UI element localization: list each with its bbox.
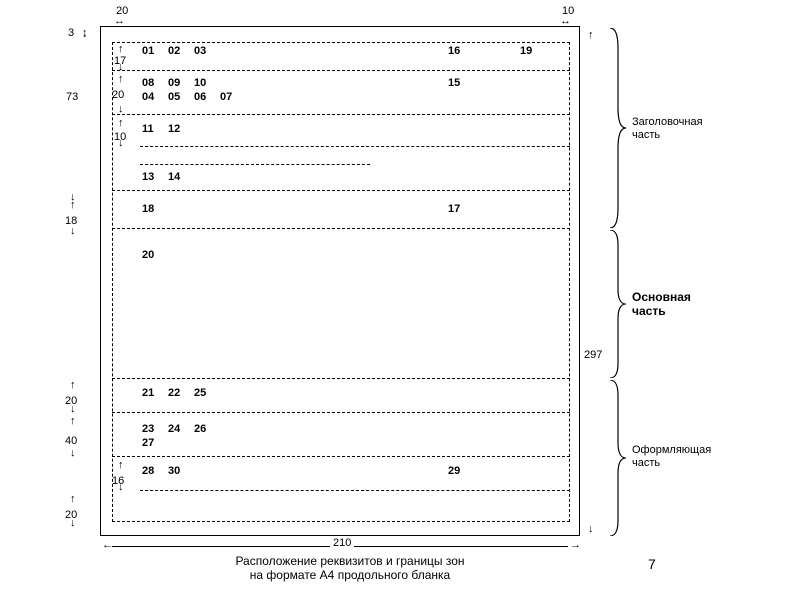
page-number: 7 [648, 556, 656, 572]
dim-297: 297 [584, 350, 602, 361]
dim-arrow: ↓ [118, 138, 124, 149]
height-arrow-bot: ↓ [588, 524, 594, 535]
req-09: 09 [168, 78, 180, 89]
dim-arrow: ↑ [118, 118, 124, 129]
dash-line [140, 490, 570, 491]
dim-210: 210 [330, 538, 354, 549]
req-16: 16 [448, 46, 460, 57]
req-08: 08 [142, 78, 154, 89]
req-14: 14 [168, 172, 180, 183]
req-22: 22 [168, 388, 180, 399]
req-12: 12 [168, 124, 180, 135]
req-05: 05 [168, 92, 180, 103]
req-25: 25 [194, 388, 206, 399]
brace-main [606, 230, 626, 378]
req-06: 06 [194, 92, 206, 103]
label-main-text: Основная часть [632, 290, 691, 318]
dash-line [112, 228, 570, 229]
dim-arrow: ↑ [70, 200, 76, 211]
dash-line [112, 412, 570, 413]
dim-arrow: ↑ [70, 416, 76, 427]
label-header: Заголовочная часть [632, 116, 742, 142]
dim-arrow: ↓ [70, 518, 76, 529]
dim-arrow: ↓ [70, 448, 76, 459]
dim-arrow: ↔ [560, 16, 571, 27]
req-11: 11 [142, 124, 154, 135]
req-19: 19 [520, 46, 532, 57]
dash-line [112, 114, 570, 115]
req-24: 24 [168, 424, 180, 435]
req-30: 30 [168, 466, 180, 477]
req-17: 17 [448, 204, 460, 215]
req-07: 07 [220, 92, 232, 103]
dash-line [112, 456, 570, 457]
dash-line [112, 190, 570, 191]
height-arrow-top: ↑ [588, 30, 594, 41]
dim-20-a: 20 [112, 90, 124, 101]
req-15: 15 [448, 78, 460, 89]
dim-arrow: ↔ [114, 16, 125, 27]
req-28: 28 [142, 466, 154, 477]
dim-arrow: ↓ [70, 226, 76, 237]
req-23: 23 [142, 424, 154, 435]
brace-footer [606, 380, 626, 536]
label-footer: Оформляющая часть [632, 444, 742, 470]
dim-arrow: ↑ [118, 74, 124, 85]
dim-3: 3 [68, 28, 74, 39]
dim-arrow: ↑ [118, 460, 124, 471]
caption-line2: на формате А4 продольного бланка [150, 568, 550, 582]
dim-arrow: ↓ [118, 482, 124, 493]
req-21: 21 [142, 388, 154, 399]
req-10: 10 [194, 78, 206, 89]
dim-arrow: ↑ [118, 44, 124, 55]
label-header-text: Заголовочная часть [632, 116, 703, 141]
dash-line [140, 146, 570, 147]
dash-line [140, 164, 370, 165]
dim-arrow: ↨ [82, 28, 88, 39]
brace-header [606, 28, 626, 228]
dash-line [112, 70, 570, 71]
dim-arrow: ↓ [118, 62, 124, 73]
req-27: 27 [142, 438, 154, 449]
dim-73: 73 [66, 92, 78, 103]
dash-line [112, 378, 570, 379]
dim-arrow: ↑ [70, 380, 76, 391]
req-01: 01 [142, 46, 154, 57]
req-26: 26 [194, 424, 206, 435]
req-02: 02 [168, 46, 180, 57]
label-footer-text: Оформляющая часть [632, 444, 711, 469]
req-18: 18 [142, 204, 154, 215]
req-29: 29 [448, 466, 460, 477]
label-main: Основная часть [632, 290, 742, 319]
width-arrow-r: → [570, 540, 581, 551]
caption-line1: Расположение реквизитов и границы зон [150, 554, 550, 568]
req-13: 13 [142, 172, 154, 183]
dim-arrow: ↓ [70, 404, 76, 415]
req-04: 04 [142, 92, 154, 103]
dim-arrow: ↓ [118, 104, 124, 115]
caption: Расположение реквизитов и границы зон на… [150, 554, 550, 582]
dim-arrow: ↑ [70, 494, 76, 505]
req-03: 03 [194, 46, 206, 57]
dim-40: 40 [65, 436, 77, 447]
req-20: 20 [142, 250, 154, 261]
